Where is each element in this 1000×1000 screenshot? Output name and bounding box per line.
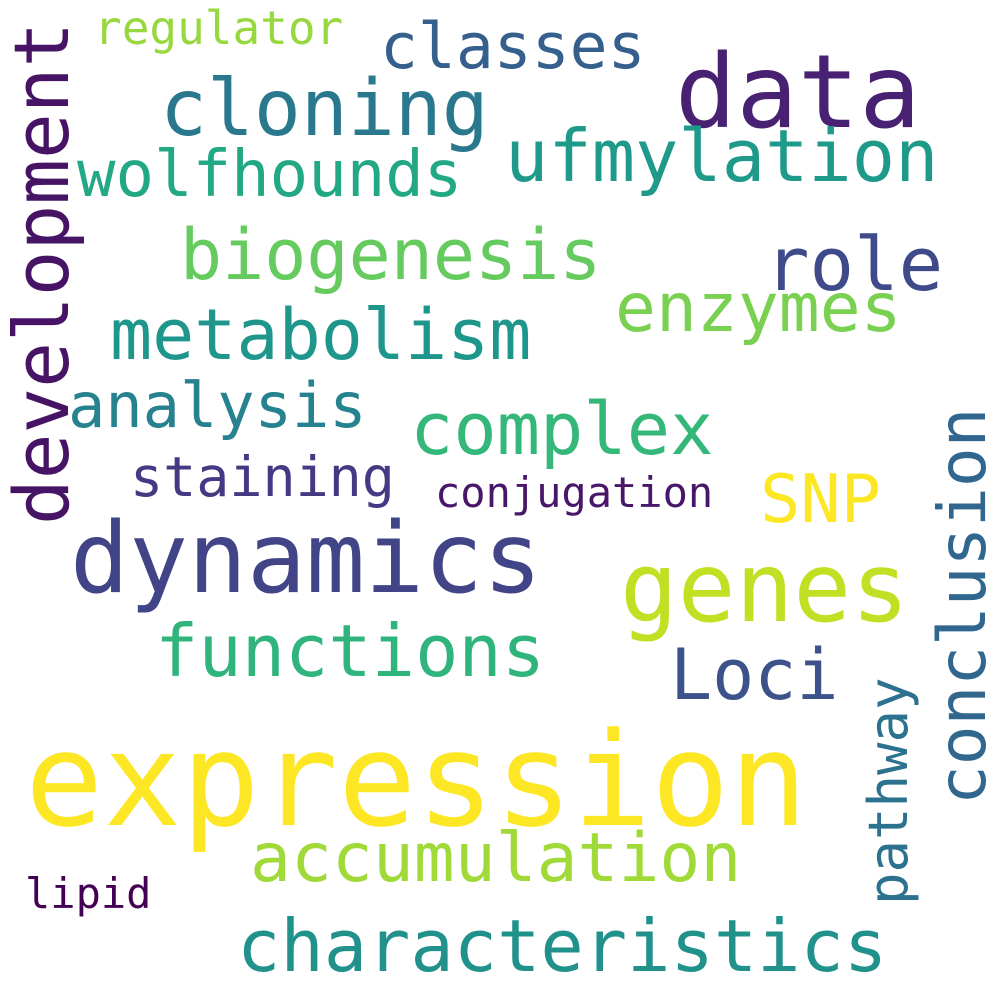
word-snp: SNP — [760, 460, 882, 538]
word-cloning: cloning — [160, 64, 489, 154]
word-metabolism: metabolism — [110, 294, 532, 376]
word-complex: complex — [410, 387, 714, 471]
word-biogenesis: biogenesis — [180, 214, 602, 296]
word-development: development — [0, 21, 86, 525]
word-staining: staining — [130, 445, 395, 509]
word-dynamics: dynamics — [70, 502, 543, 616]
word-enzymes: enzymes — [615, 269, 902, 348]
word-expression: expression — [25, 704, 808, 856]
word-pathway: pathway — [857, 677, 920, 905]
word-conjugation: conjugation — [435, 468, 714, 517]
word-genes: genes — [620, 532, 909, 644]
word-role: role — [765, 222, 944, 308]
word-wolfhounds: wolfhounds — [77, 138, 463, 212]
word-lipid: lipid — [25, 869, 152, 918]
word-accumulation: accumulation — [250, 819, 742, 898]
word-ufmylation: ufmylation — [505, 114, 939, 198]
word-data: data — [675, 33, 921, 152]
word-functions: functions — [155, 609, 546, 693]
word-regulator: regulator — [94, 1, 344, 55]
word-analysis: analysis — [68, 369, 367, 442]
word-loci: Loci — [670, 634, 839, 716]
word-conclusion: conclusion — [924, 407, 1000, 805]
word-characteristics: characteristics — [237, 904, 888, 988]
word-classes: classes — [380, 10, 646, 83]
